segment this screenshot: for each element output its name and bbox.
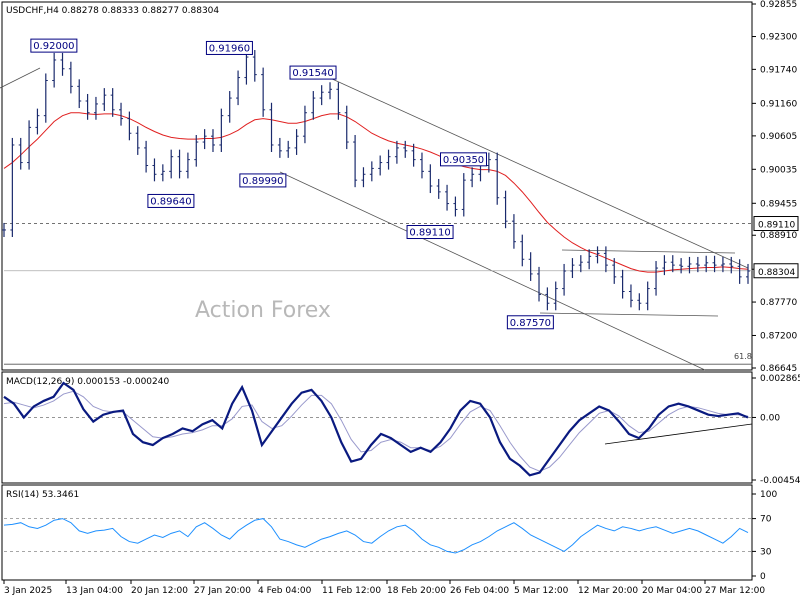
current-price-label: 0.88304	[758, 268, 795, 278]
range-bottom-line	[539, 312, 719, 317]
watermark: Action Forex	[195, 298, 331, 323]
level-price-label: 0.89110	[758, 221, 795, 231]
x-tick-label: 27 Mar 12:00	[705, 586, 765, 596]
x-tick-label: 3 Jan 2025	[4, 586, 52, 596]
x-tick-label: 20 Mar 04:00	[642, 586, 702, 596]
early-trend-line	[0, 67, 41, 89]
x-tick-label: 13 Jan 04:00	[66, 586, 123, 596]
macd-signal-line	[3, 390, 749, 472]
annotation-box	[439, 152, 487, 167]
macd-panel-frame	[1, 371, 753, 484]
annotation-label: 0.91540	[292, 68, 333, 79]
macd-line	[3, 381, 749, 477]
x-tick-label: 18 Feb 20:00	[387, 586, 446, 596]
annotation-label: 0.87570	[510, 318, 551, 329]
x-tick-label: 5 Mar 12:00	[514, 586, 569, 596]
annotation-box	[147, 193, 195, 208]
annotation-label: 0.92000	[33, 41, 74, 52]
price-y-tick-label: 0.92855	[760, 0, 797, 10]
rsi-y-tick-label: 0	[760, 572, 766, 582]
rsi-y-tick-label: 100	[760, 490, 777, 500]
annotation-box	[406, 225, 454, 240]
annotation-box	[239, 173, 287, 188]
annotation-label: 0.91960	[209, 43, 250, 54]
rsi-line	[3, 518, 749, 554]
rsi-panel-frame	[1, 484, 753, 581]
channel-upper-line	[329, 77, 749, 269]
macd-y-tick-label: 0.002865	[760, 374, 800, 384]
annotation-label: 0.90350	[443, 155, 484, 166]
price-y-tick-label: 0.87770	[760, 298, 797, 308]
annotation-box	[289, 65, 337, 80]
level-price-box	[753, 216, 799, 232]
x-tick-label: 4 Feb 04:00	[258, 586, 312, 596]
price-y-tick-label: 0.86645	[760, 364, 797, 374]
macd-layer	[3, 381, 753, 477]
rsi-panel-title: RSI(14) 53.3461	[6, 490, 79, 500]
macd-y-tick-label: 0.00	[760, 413, 780, 423]
price-y-tick-label: 0.91740	[760, 65, 797, 75]
x-tick-label: 20 Jan 12:00	[131, 586, 188, 596]
range-top-line	[561, 249, 736, 254]
price-y-tick-label: 0.90605	[760, 132, 797, 142]
x-tick-label: 26 Feb 04:00	[450, 586, 509, 596]
fib-label: 61.8	[734, 352, 752, 361]
current-price-box	[753, 263, 799, 279]
macd-panel-title: MACD(12,26,9) 0.000153 -0.000240	[6, 377, 169, 387]
macd-trend-line	[604, 423, 753, 445]
axis-layer: 0.92855 0.92300 0.91740 0.91160 0.90605 0.900…	[3, 0, 800, 596]
price-y-tick-label: 0.87200	[760, 331, 797, 341]
x-tick-label: 12 Mar 20:00	[578, 586, 638, 596]
price-layer: 61.8 0.92000 0.89640 0.91960 0.89990 0.91540 0…	[0, 38, 752, 371]
rsi-y-tick-label: 30	[760, 547, 772, 557]
annotation-label: 0.89990	[242, 176, 283, 187]
x-tick-label: 11 Feb 12:00	[322, 586, 381, 596]
annotation-box	[205, 40, 253, 55]
price-y-tick-label: 0.88910	[760, 231, 797, 241]
annotation-box	[506, 315, 554, 330]
price-y-tick-label: 0.89455	[760, 199, 797, 209]
annotation-box	[30, 38, 78, 53]
rsi-layer	[3, 518, 752, 554]
annotation-label: 0.89640	[150, 196, 191, 207]
macd-y-tick-label: -0.004542	[760, 476, 800, 486]
price-panel-title: USDCHF,H4 0.88278 0.88333 0.88277 0.8830…	[6, 6, 219, 16]
x-tick-label: 27 Jan 20:00	[194, 586, 251, 596]
price-y-tick-label: 0.91160	[760, 99, 797, 109]
price-y-tick-label: 0.90035	[760, 165, 797, 175]
price-y-tick-label: 0.92300	[760, 33, 797, 43]
price-panel-frame	[1, 1, 753, 371]
rsi-y-tick-label: 70	[760, 515, 772, 525]
annotation-label: 0.89110	[409, 228, 450, 239]
